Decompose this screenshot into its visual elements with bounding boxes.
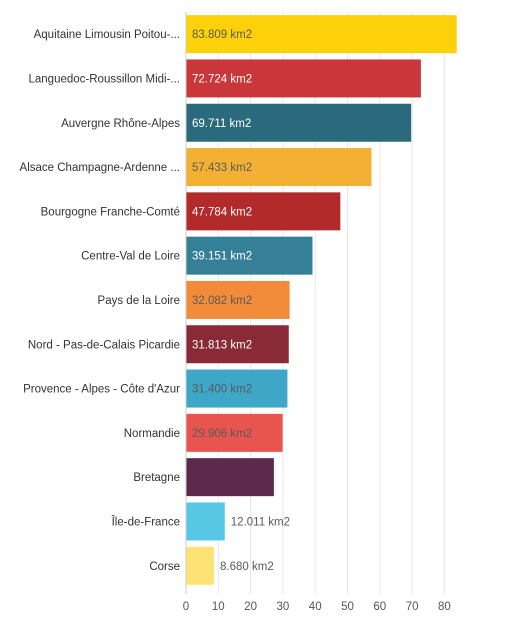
value-label: 83.809 km2 — [192, 29, 252, 41]
x-axis: 0 10 20 30 40 50 60 70 80 — [183, 12, 451, 613]
category-label: Île-de-France — [111, 515, 180, 528]
value-label: 8.680 km2 — [220, 561, 274, 573]
x-tick-label: 70 — [406, 601, 419, 613]
x-tick-label: 10 — [212, 601, 225, 613]
value-labels: 83.809 km2 72.724 km2 69.711 km2 57.433 km2… — [192, 29, 340, 573]
bar — [186, 15, 457, 54]
bar — [186, 546, 215, 585]
category-label: Bourgogne Franche-Comté — [41, 206, 180, 218]
bars — [186, 15, 457, 585]
category-label: Bretagne — [133, 472, 180, 484]
category-label: Auvergne Rhône-Alpes — [61, 118, 180, 130]
value-label: 69.711 km2 — [192, 118, 251, 130]
x-tick-label: 0 — [183, 601, 189, 613]
category-label: Languedoc-Roussillon Midi-... — [29, 73, 181, 85]
category-labels: Aquitaine Limousin Poitou-... Languedoc-R… — [20, 29, 181, 573]
bar — [186, 458, 274, 497]
value-label: 27.208 km2 — [280, 472, 340, 484]
category-label: Aquitaine Limousin Poitou-... — [34, 29, 180, 41]
category-label: Nord - Pas-de-Calais Picardie — [28, 339, 180, 351]
value-label: 31.400 km2 — [192, 384, 252, 396]
category-label: Centre-Val de Loire — [81, 251, 180, 263]
bar — [186, 502, 225, 541]
x-tick-label: 20 — [244, 601, 257, 613]
category-label: Normandie — [124, 428, 180, 440]
value-label: 47.784 km2 — [192, 206, 252, 218]
category-label: Corse — [149, 561, 180, 573]
category-label: Pays de la Loire — [98, 295, 180, 307]
x-tick-label: 80 — [438, 601, 451, 613]
value-label: 72.724 km2 — [192, 73, 252, 85]
bar — [186, 280, 290, 319]
bar — [186, 192, 341, 231]
x-tick-label: 60 — [373, 601, 386, 613]
x-tick-label: 30 — [277, 601, 290, 613]
value-label: 31.813 km2 — [192, 339, 252, 351]
bar — [186, 236, 313, 275]
bar — [186, 59, 421, 98]
bar — [186, 148, 372, 187]
bar — [186, 369, 288, 408]
value-label: 39.151 km2 — [192, 251, 252, 263]
x-tick-label: 40 — [309, 601, 322, 613]
category-label: Provence - Alpes - Côte d'Azur — [23, 384, 180, 396]
bar — [186, 103, 412, 142]
x-tick-label: 50 — [341, 601, 354, 613]
value-label: 29.906 km2 — [192, 428, 252, 440]
category-label: Alsace Champagne-Ardenne ... — [20, 162, 180, 174]
value-label: 12.011 km2 — [231, 516, 290, 528]
bar — [186, 413, 283, 452]
value-label: 57.433 km2 — [192, 162, 252, 174]
value-label: 32.082 km2 — [192, 295, 252, 307]
bar — [186, 325, 289, 364]
